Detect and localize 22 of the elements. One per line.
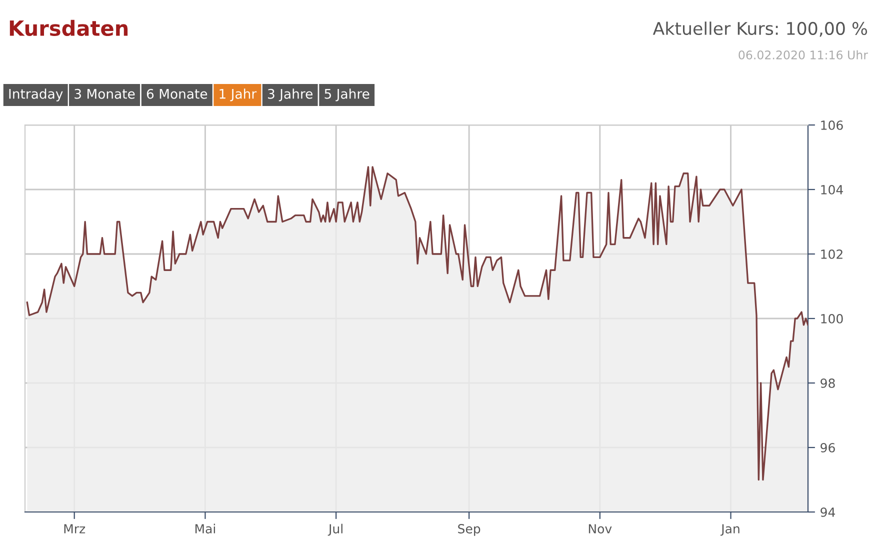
x-tick-label: Sep	[458, 524, 480, 536]
x-tick-label: Mrz	[64, 524, 86, 534]
text: 3 Jahre	[268, 88, 312, 102]
text: 1 Jahr	[220, 88, 257, 102]
text: 6 Monate	[146, 88, 208, 99]
y-tick-label: 96	[820, 442, 835, 452]
y-tick-label: 102	[821, 249, 842, 259]
y-tick-label: 98	[820, 378, 835, 388]
text: 5 Jahre	[324, 88, 370, 102]
y-tick-label: 106	[821, 120, 843, 130]
chart-subtitle: Aktueller Kurs: 100,00 %	[652, 22, 868, 37]
y-tick-label: 104	[821, 184, 843, 194]
x-tick-label: Nov	[588, 524, 612, 534]
chart-title: Kursdaten	[10, 20, 128, 36]
text: Intraday	[9, 88, 63, 102]
y-tick-label: 94	[820, 507, 836, 517]
x-tick-label: Jan	[720, 524, 740, 536]
text: 06.02.2020 11:16 Uhr	[738, 50, 868, 60]
x-tick-label: Mai	[195, 524, 215, 534]
x-tick-label: Jul	[328, 524, 342, 536]
y-tick-label: 100	[821, 314, 843, 324]
text: 3 Monate	[74, 88, 135, 99]
